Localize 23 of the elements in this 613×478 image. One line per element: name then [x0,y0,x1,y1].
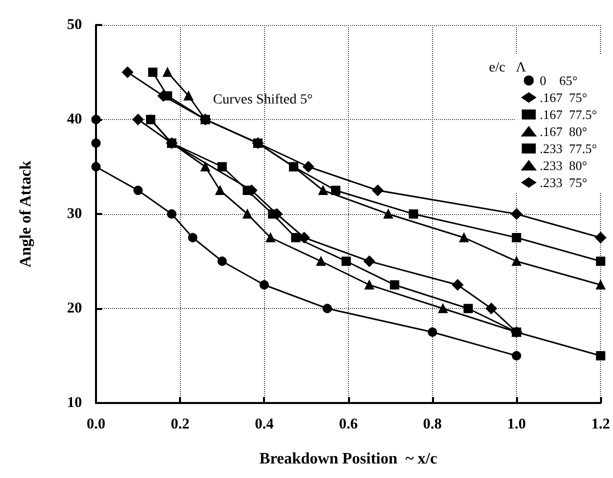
legend-label: 0 65° [540,73,578,88]
legend-label: .233 77.5° [540,141,598,156]
x-tick-label: 1.2 [591,416,610,432]
x-tick-label: 0.8 [423,416,442,432]
x-tick-label: 0.4 [254,416,274,432]
legend-label: .167 80° [540,124,588,139]
y-tick-label: 30 [67,206,82,222]
legend-label: .167 77.5° [540,107,598,122]
y-axis-title: Angle of Attack [18,160,34,268]
x-tick-label: 1.0 [507,416,526,432]
y-tick-label: 10 [67,395,82,411]
x-tick-label: 0.0 [86,416,106,432]
x-tick-label: 0.2 [170,416,190,432]
x-tick-label: 0.6 [338,416,358,432]
y-tick-label: 20 [67,300,82,316]
legend-title: e/c Λ [489,60,527,76]
legend-label: .233 80° [540,158,588,173]
y-tick-label: 40 [67,112,82,128]
legend-label: .233 75° [540,175,588,190]
x-axis-title: Breakdown Position ~ x/c [259,450,438,468]
y-tick-label: 50 [67,17,82,33]
legend-label: .167 75° [540,90,588,105]
annotation: Curves Shifted 5° [213,92,313,108]
